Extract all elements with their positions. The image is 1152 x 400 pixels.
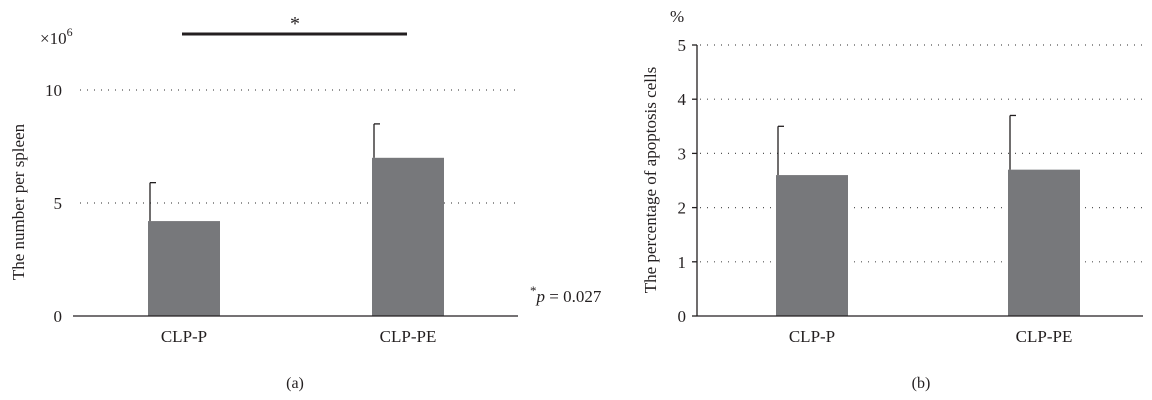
chart-b-bars: CLP-P CLP-PE [776, 114, 1080, 346]
chart-a-p-value-annotation: *p = 0.027 [530, 283, 602, 306]
chart-a-y-tick-label: 0 [54, 307, 63, 326]
chart-a-y-ticks: 0 5 10 [45, 81, 62, 326]
chart-a-y-tick-label: 10 [45, 81, 62, 100]
chart-b-y-tick-label: 0 [678, 307, 687, 326]
chart-a-significance-marker: * [290, 13, 300, 35]
chart-a-x-tick-label: CLP-PE [380, 327, 437, 346]
chart-b-bar-clp-p [776, 175, 848, 316]
chart-b: % The percentage of apoptosis cells 0 1 2 3… [641, 7, 1143, 392]
chart-a-x-tick-label: CLP-P [161, 327, 207, 346]
chart-a-y-tick-label: 5 [54, 194, 63, 213]
chart-a-panel-label: (a) [286, 375, 304, 392]
chart-b-y-tick-label: 5 [678, 36, 687, 55]
chart-b-y-tick-label: 2 [678, 199, 687, 218]
chart-b-y-tick-label: 1 [678, 253, 687, 272]
chart-b-unit-label: % [670, 7, 684, 26]
chart-a-bar-clp-p [148, 221, 220, 316]
chart-b-y-tick-label: 4 [678, 90, 687, 109]
chart-b-y-ticks: 0 1 2 3 4 5 [678, 36, 697, 326]
chart-a-gridlines [80, 89, 518, 204]
chart-b-panel-label: (b) [912, 375, 931, 392]
chart-a-bars: CLP-P CLP-PE [148, 123, 444, 346]
chart-a-unit-label: ×106 [40, 25, 73, 48]
chart-a-y-axis-label: The number per spleen [9, 123, 28, 280]
chart-b-y-tick-label: 3 [678, 144, 687, 163]
chart-b-bar-clp-pe [1008, 169, 1080, 316]
chart-b-y-axis-label: The percentage of apoptosis cells [641, 67, 660, 294]
chart-b-x-tick-label: CLP-P [789, 327, 835, 346]
chart-a-bar-clp-pe [372, 157, 444, 316]
chart-b-x-tick-label: CLP-PE [1016, 327, 1073, 346]
